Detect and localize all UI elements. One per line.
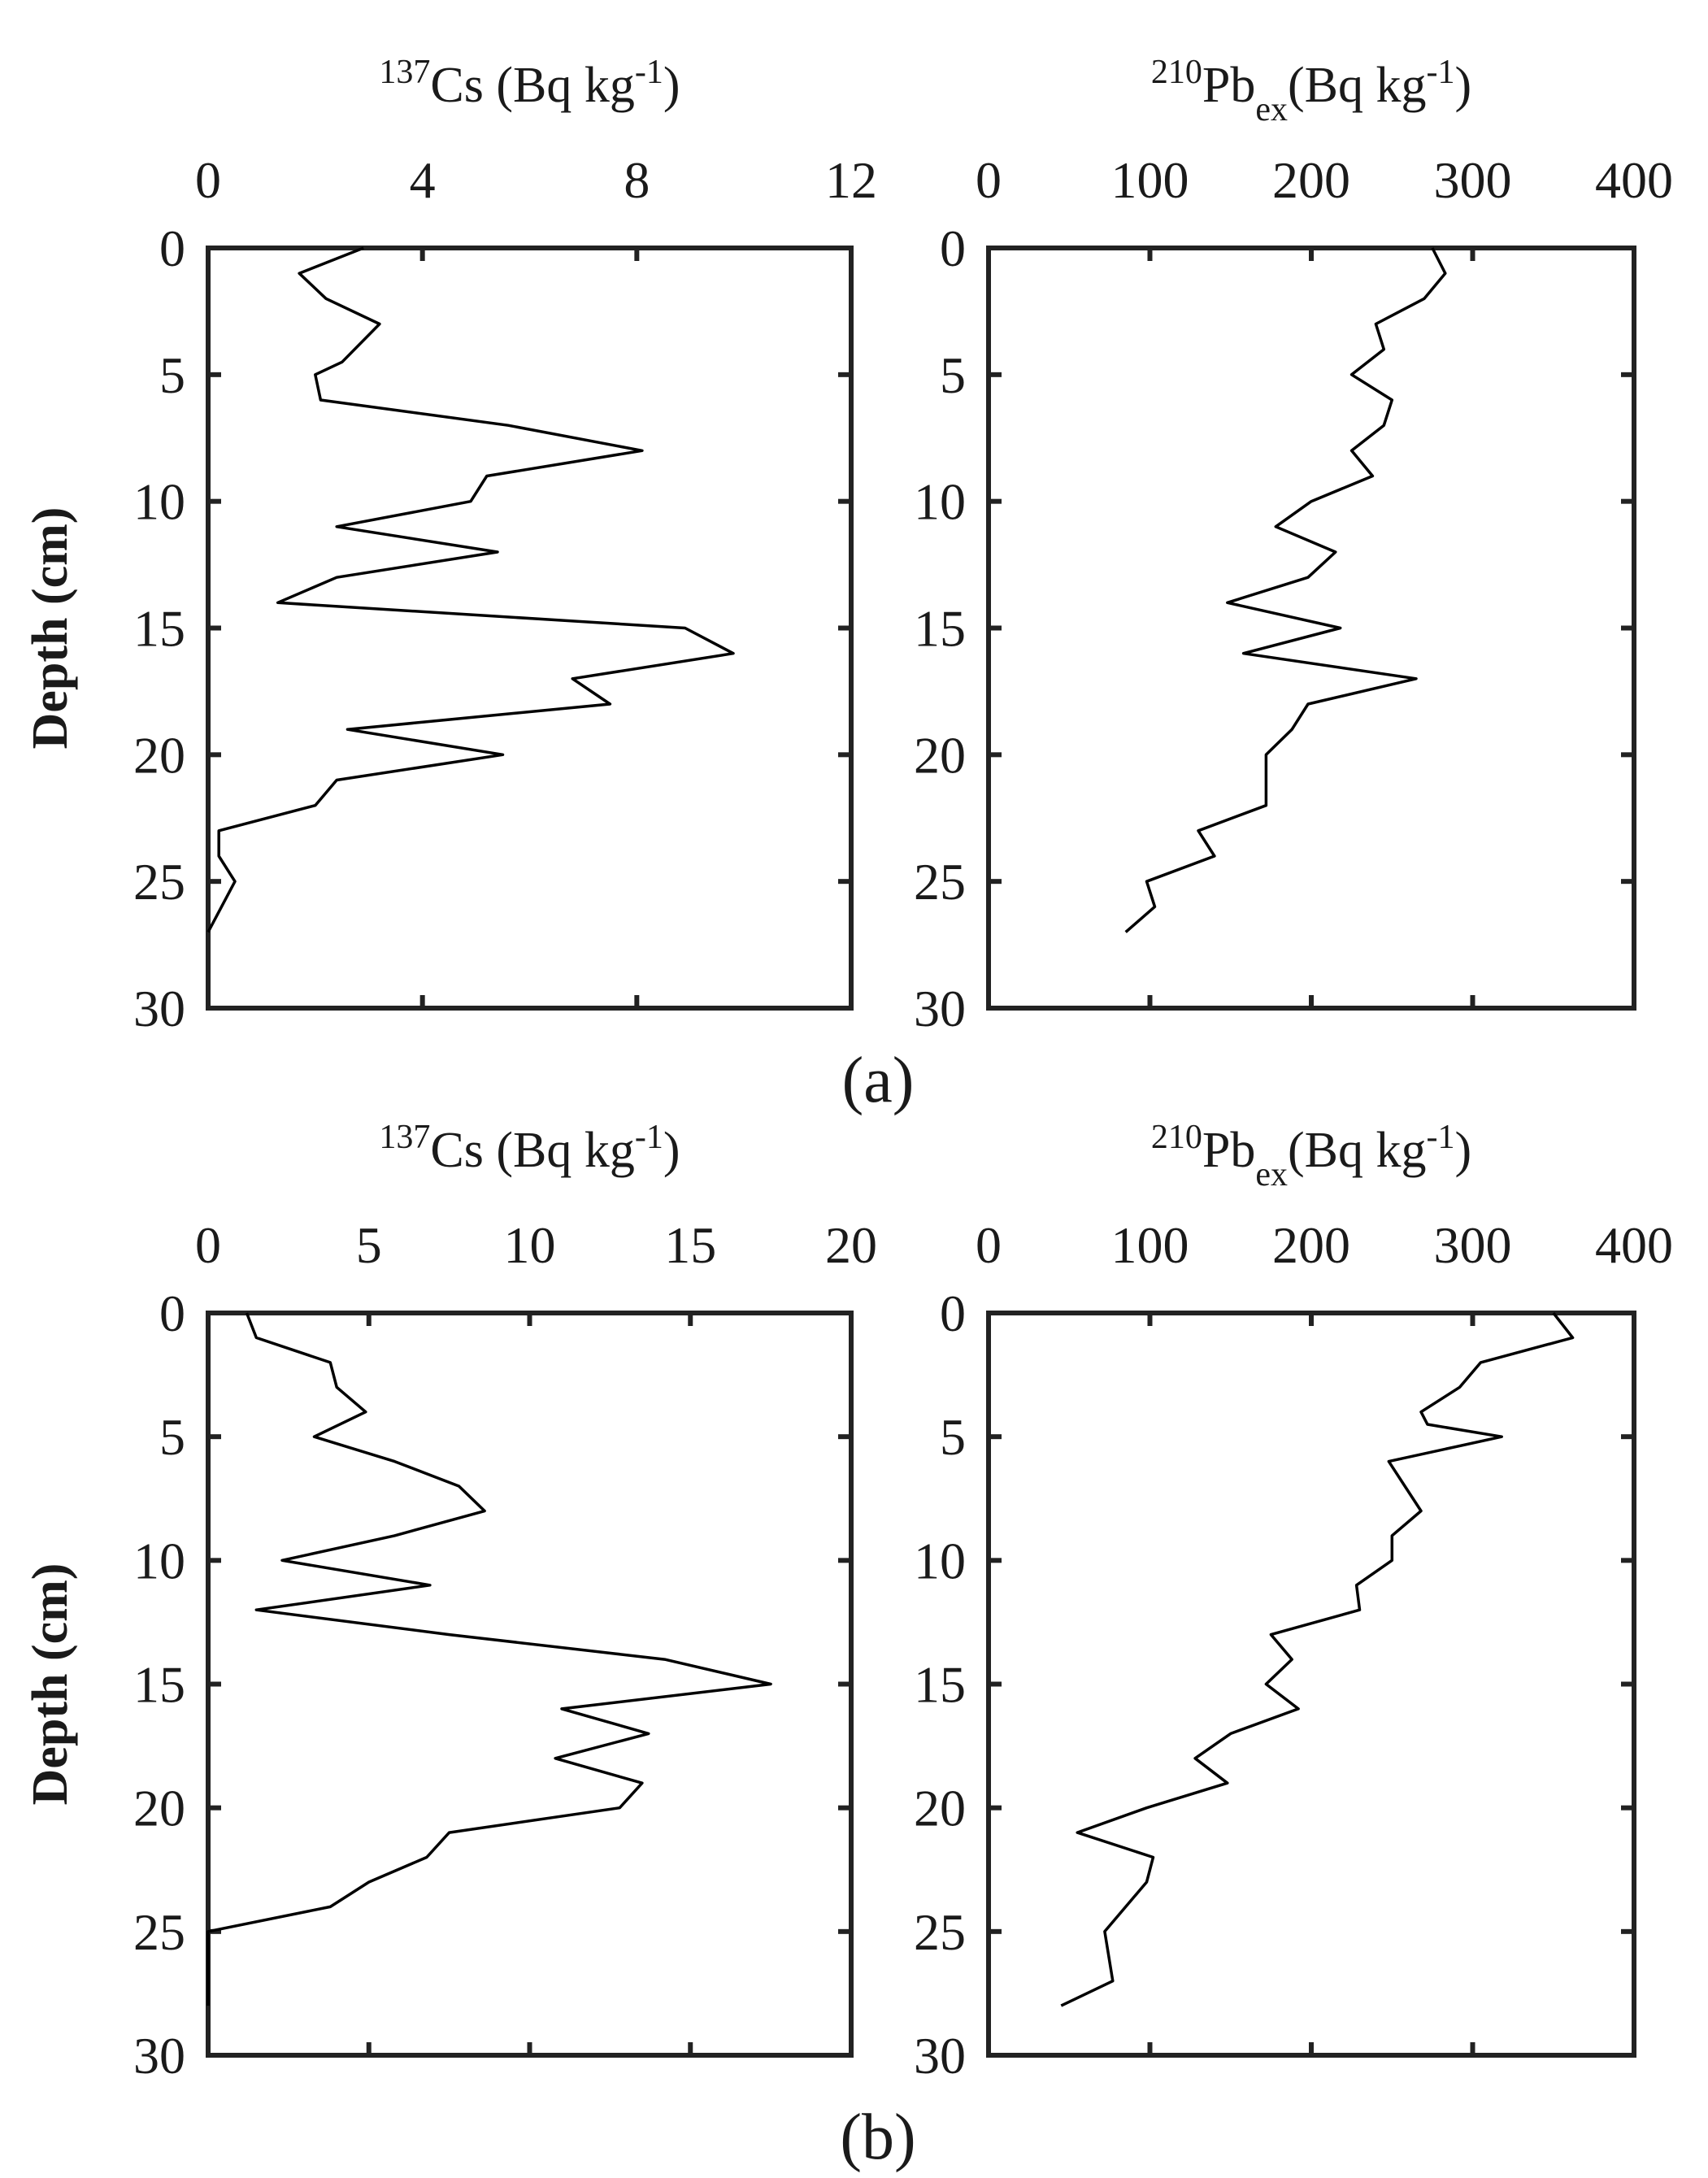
y-axis-label: Depth (cm) <box>23 507 78 750</box>
x-tick-label: 20 <box>825 1216 877 1274</box>
y-tick-label: 15 <box>914 1656 966 1714</box>
chart-panel-2: 0 100 200 300 400 0 5 10 15 20 25 30 210Pbex(Bq kg-1… <box>914 54 1673 1037</box>
chart-panel-1: 0 4 8 12 0 5 10 15 20 25 30 137Cs (Bq kg-1) Depth (c… <box>23 54 877 1037</box>
y-tick-label: 10 <box>914 473 966 531</box>
y-tick-label: 15 <box>133 1656 185 1714</box>
y-tick-label: 25 <box>133 853 185 911</box>
chart-panel-3: 0 5 10 15 20 0 5 10 15 20 25 30 137Cs (Bq kg-1) Depth… <box>23 1119 877 2085</box>
x-tick-label: 300 <box>1434 1216 1512 1274</box>
y-tick-label: 25 <box>914 1903 966 1961</box>
y-tick-label: 0 <box>159 220 185 277</box>
y-tick-label: 10 <box>133 1532 185 1589</box>
y-tick-label: 30 <box>133 980 185 1037</box>
x-tick-label: 100 <box>1111 1216 1189 1274</box>
y-tick-label: 0 <box>940 220 966 277</box>
x-tick-label: 5 <box>356 1216 382 1274</box>
y-tick-label: 10 <box>914 1532 966 1589</box>
x-tick-label: 0 <box>976 151 1002 209</box>
series-line-210Pbex <box>1124 247 1447 933</box>
y-axis-label: Depth (cm) <box>23 1563 78 1806</box>
y-tick-label: 30 <box>914 2027 966 2085</box>
y-tick-label: 5 <box>940 346 966 404</box>
y-tick-label: 5 <box>940 1408 966 1466</box>
chart-panel-4: 0 100 200 300 400 0 5 10 15 20 25 30 210Pbex(Bq kg-1… <box>914 1119 1673 2085</box>
y-tick-label: 20 <box>914 1780 966 1837</box>
series-line-137Cs <box>206 246 735 933</box>
x-tick-label: 0 <box>195 1216 221 1274</box>
panel-label: (b) <box>840 2102 915 2173</box>
y-tick-label: 5 <box>159 346 185 404</box>
y-tick-label: 25 <box>914 853 966 911</box>
axis-title: 137Cs (Bq kg-1) <box>379 54 680 113</box>
x-tick-label: 10 <box>504 1216 556 1274</box>
x-tick-label: 12 <box>825 151 877 209</box>
y-tick-label: 25 <box>133 1903 185 1961</box>
x-tick-label: 200 <box>1272 1216 1350 1274</box>
y-tick-label: 15 <box>133 600 185 658</box>
plot-frame <box>206 246 854 1011</box>
y-tick-label: 30 <box>914 980 966 1037</box>
axis-title: 210Pbex(Bq kg-1) <box>1151 1119 1471 1193</box>
x-tick-label: 15 <box>664 1216 716 1274</box>
x-tick-label: 0 <box>195 151 221 209</box>
y-tick-label: 30 <box>133 2027 185 2085</box>
plot-frame <box>206 1311 854 2058</box>
y-tick-label: 15 <box>914 600 966 658</box>
y-tick-label: 0 <box>159 1285 185 1342</box>
series-line-210Pbex <box>1060 1311 1575 2007</box>
y-tick-label: 20 <box>133 1780 185 1837</box>
axis-title: 210Pbex(Bq kg-1) <box>1151 54 1471 128</box>
x-tick-label: 8 <box>624 151 650 209</box>
y-tick-label: 20 <box>914 726 966 784</box>
series-line-137Cs <box>206 1312 772 2006</box>
x-tick-label: 4 <box>410 151 436 209</box>
x-tick-label: 200 <box>1272 151 1350 209</box>
panel-label: (a) <box>842 1045 915 1116</box>
x-tick-label: 400 <box>1595 1216 1673 1274</box>
x-tick-label: 400 <box>1595 151 1673 209</box>
y-tick-label: 5 <box>159 1408 185 1466</box>
y-tick-label: 20 <box>133 726 185 784</box>
plot-frame <box>986 246 1636 1011</box>
x-tick-label: 0 <box>976 1216 1002 1274</box>
y-tick-label: 10 <box>133 473 185 531</box>
x-tick-label: 300 <box>1434 151 1512 209</box>
plot-frame <box>986 1311 1636 2058</box>
y-tick-label: 0 <box>940 1285 966 1342</box>
axis-title: 137Cs (Bq kg-1) <box>379 1119 680 1178</box>
x-tick-label: 100 <box>1111 151 1189 209</box>
